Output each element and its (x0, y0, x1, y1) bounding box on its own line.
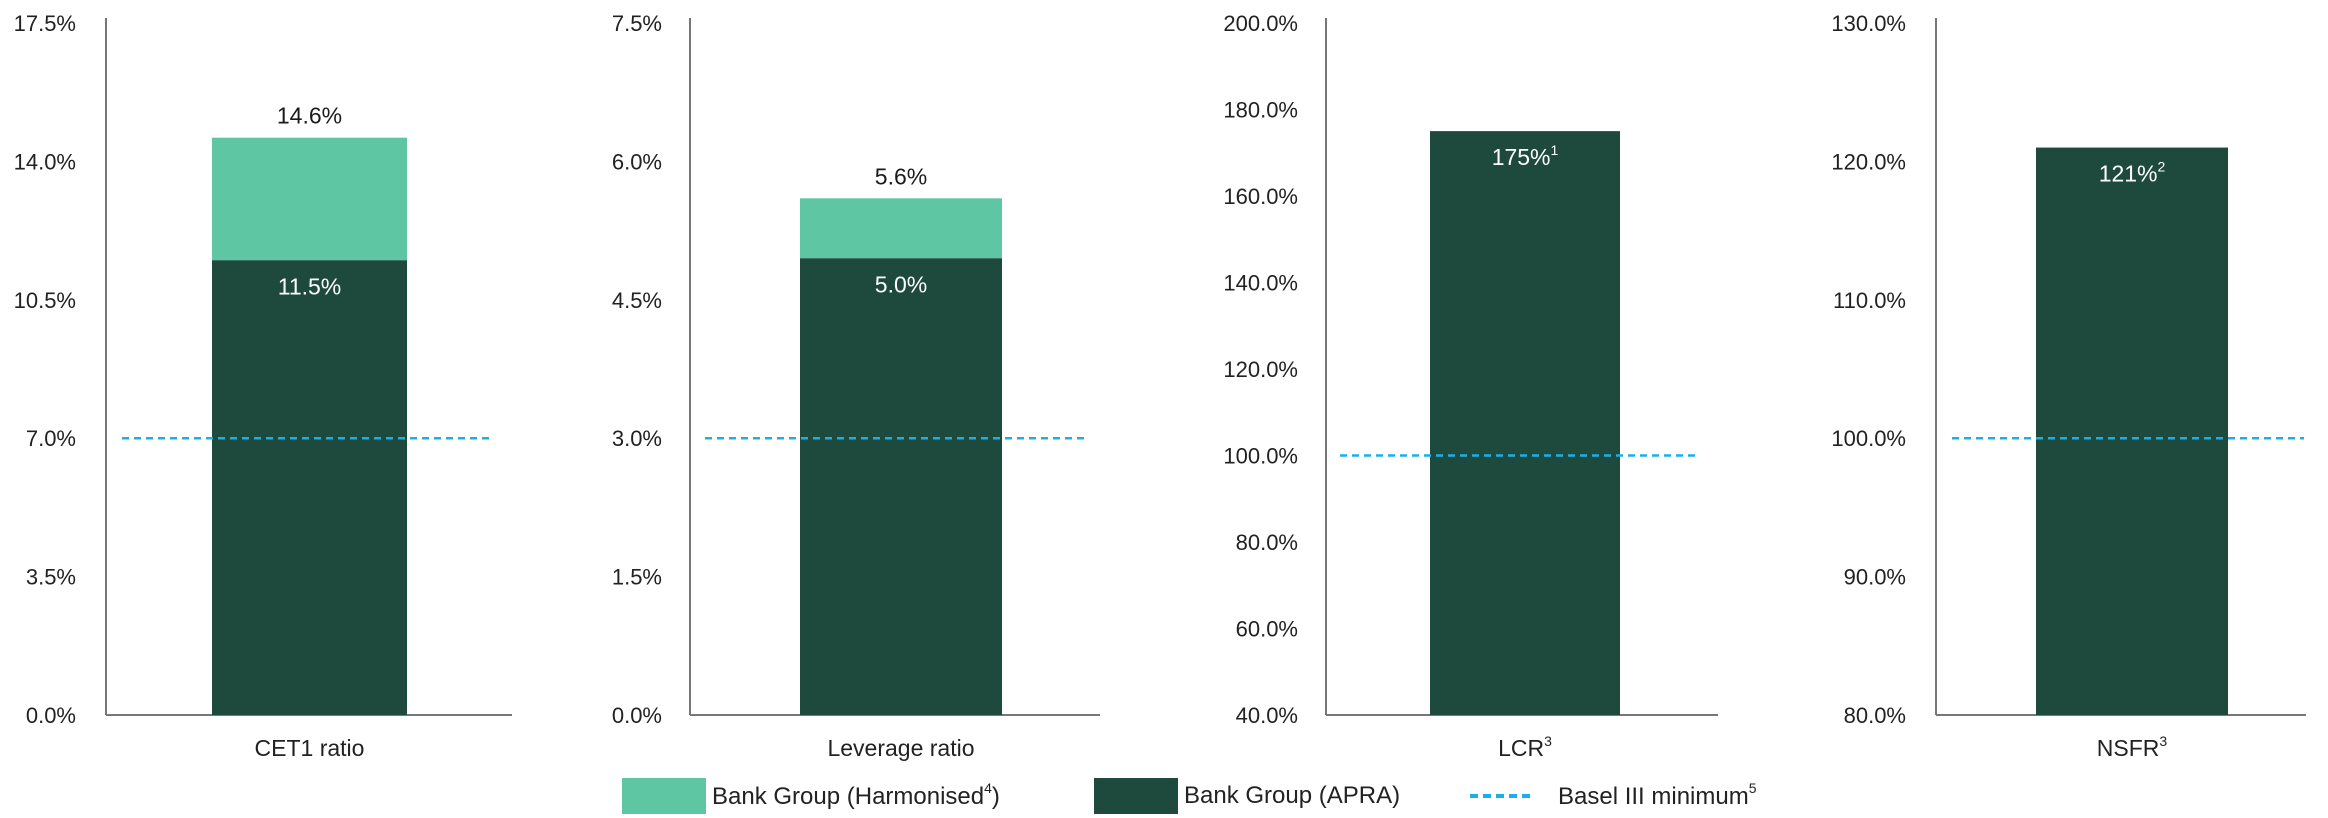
y-tick-label: 160.0% (1223, 184, 1298, 209)
data-label-apra: 11.5% (278, 273, 342, 299)
y-tick-label: 80.0% (1844, 703, 1906, 728)
legend-swatch-apra (1094, 778, 1178, 814)
data-label-apra: 5.0% (875, 271, 927, 297)
legend-item-harmonised: Bank Group (Harmonised4) (622, 778, 1000, 814)
y-tick-label: 100.0% (1223, 444, 1298, 469)
chart-panel-4: 80.0% 90.0% 100.0% 110.0% 120.0% 130.0% 121%2 N… (1831, 11, 2306, 761)
category-label: LCR3 (1498, 733, 1552, 761)
y-tick-label: 4.5% (612, 288, 662, 313)
y-tick-label: 100.0% (1831, 426, 1906, 451)
y-tick-label: 200.0% (1223, 11, 1298, 36)
legend-swatch-harmonised (622, 778, 706, 814)
y-tick-label: 1.5% (612, 565, 662, 590)
y-tick-label: 130.0% (1831, 11, 1906, 36)
bar-apra (212, 260, 407, 715)
y-tick-label: 3.5% (26, 565, 76, 590)
data-label-harmonised: 5.6% (875, 163, 927, 189)
bar-apra (2036, 147, 2228, 715)
legend-swatch-basel (1470, 794, 1530, 798)
y-tick-label: 7.0% (26, 426, 76, 451)
legend: Bank Group (Harmonised4) Bank Group (APR… (0, 778, 2328, 818)
y-tick-label: 80.0% (1236, 530, 1298, 555)
data-label-apra: 121%2 (2099, 159, 2166, 187)
data-label-harmonised: 14.6% (277, 103, 342, 129)
category-label: CET1 ratio (255, 735, 365, 761)
y-tick-label: 90.0% (1844, 565, 1906, 590)
y-tick-label: 3.0% (612, 426, 662, 451)
category-label: Leverage ratio (827, 735, 974, 761)
y-tick-label: 110.0% (1833, 288, 1906, 313)
bar-harmonised (212, 137, 407, 261)
legend-label-basel: Basel III minimum5 (1558, 779, 1757, 810)
y-tick-label: 40.0% (1236, 703, 1298, 728)
bar-harmonised (800, 198, 1002, 259)
bar-apra (800, 258, 1002, 715)
legend-label-apra: Bank Group (APRA) (1184, 782, 1401, 809)
y-tick-label: 140.0% (1223, 271, 1298, 296)
chart-panel-3: 40.0% 60.0% 80.0% 100.0% 120.0% 140.0% 160.0% 1… (1223, 11, 1718, 761)
y-tick-label: 17.5% (14, 11, 76, 36)
y-tick-label: 180.0% (1223, 98, 1298, 123)
chart-panel-2: 0.0% 1.5% 3.0% 4.5% 6.0% 7.5% 5.6% 5.0% Leverage… (612, 11, 1100, 761)
y-tick-label: 14.0% (14, 149, 76, 174)
category-label: NSFR3 (2097, 733, 2168, 761)
chart-panel-1: 0.0% 3.5% 7.0% 10.5% 14.0% 17.5% 14.6% 11.5% CET… (14, 11, 512, 761)
y-tick-label: 10.5% (14, 288, 76, 313)
y-tick-label: 7.5% (612, 11, 662, 36)
y-tick-label: 120.0% (1831, 149, 1906, 174)
y-tick-label: 0.0% (612, 703, 662, 728)
bar-apra (1430, 131, 1620, 715)
legend-label-harmonised: Bank Group (Harmonised4) (712, 779, 1000, 810)
data-label-apra: 175%1 (1492, 142, 1559, 170)
y-tick-label: 6.0% (612, 149, 662, 174)
legend-item-basel: Basel III minimum5 (1470, 778, 1757, 814)
legend-item-apra: Bank Group (APRA) (1094, 778, 1400, 814)
y-tick-label: 120.0% (1223, 357, 1298, 382)
y-tick-label: 60.0% (1236, 617, 1298, 642)
y-tick-label: 0.0% (26, 703, 76, 728)
